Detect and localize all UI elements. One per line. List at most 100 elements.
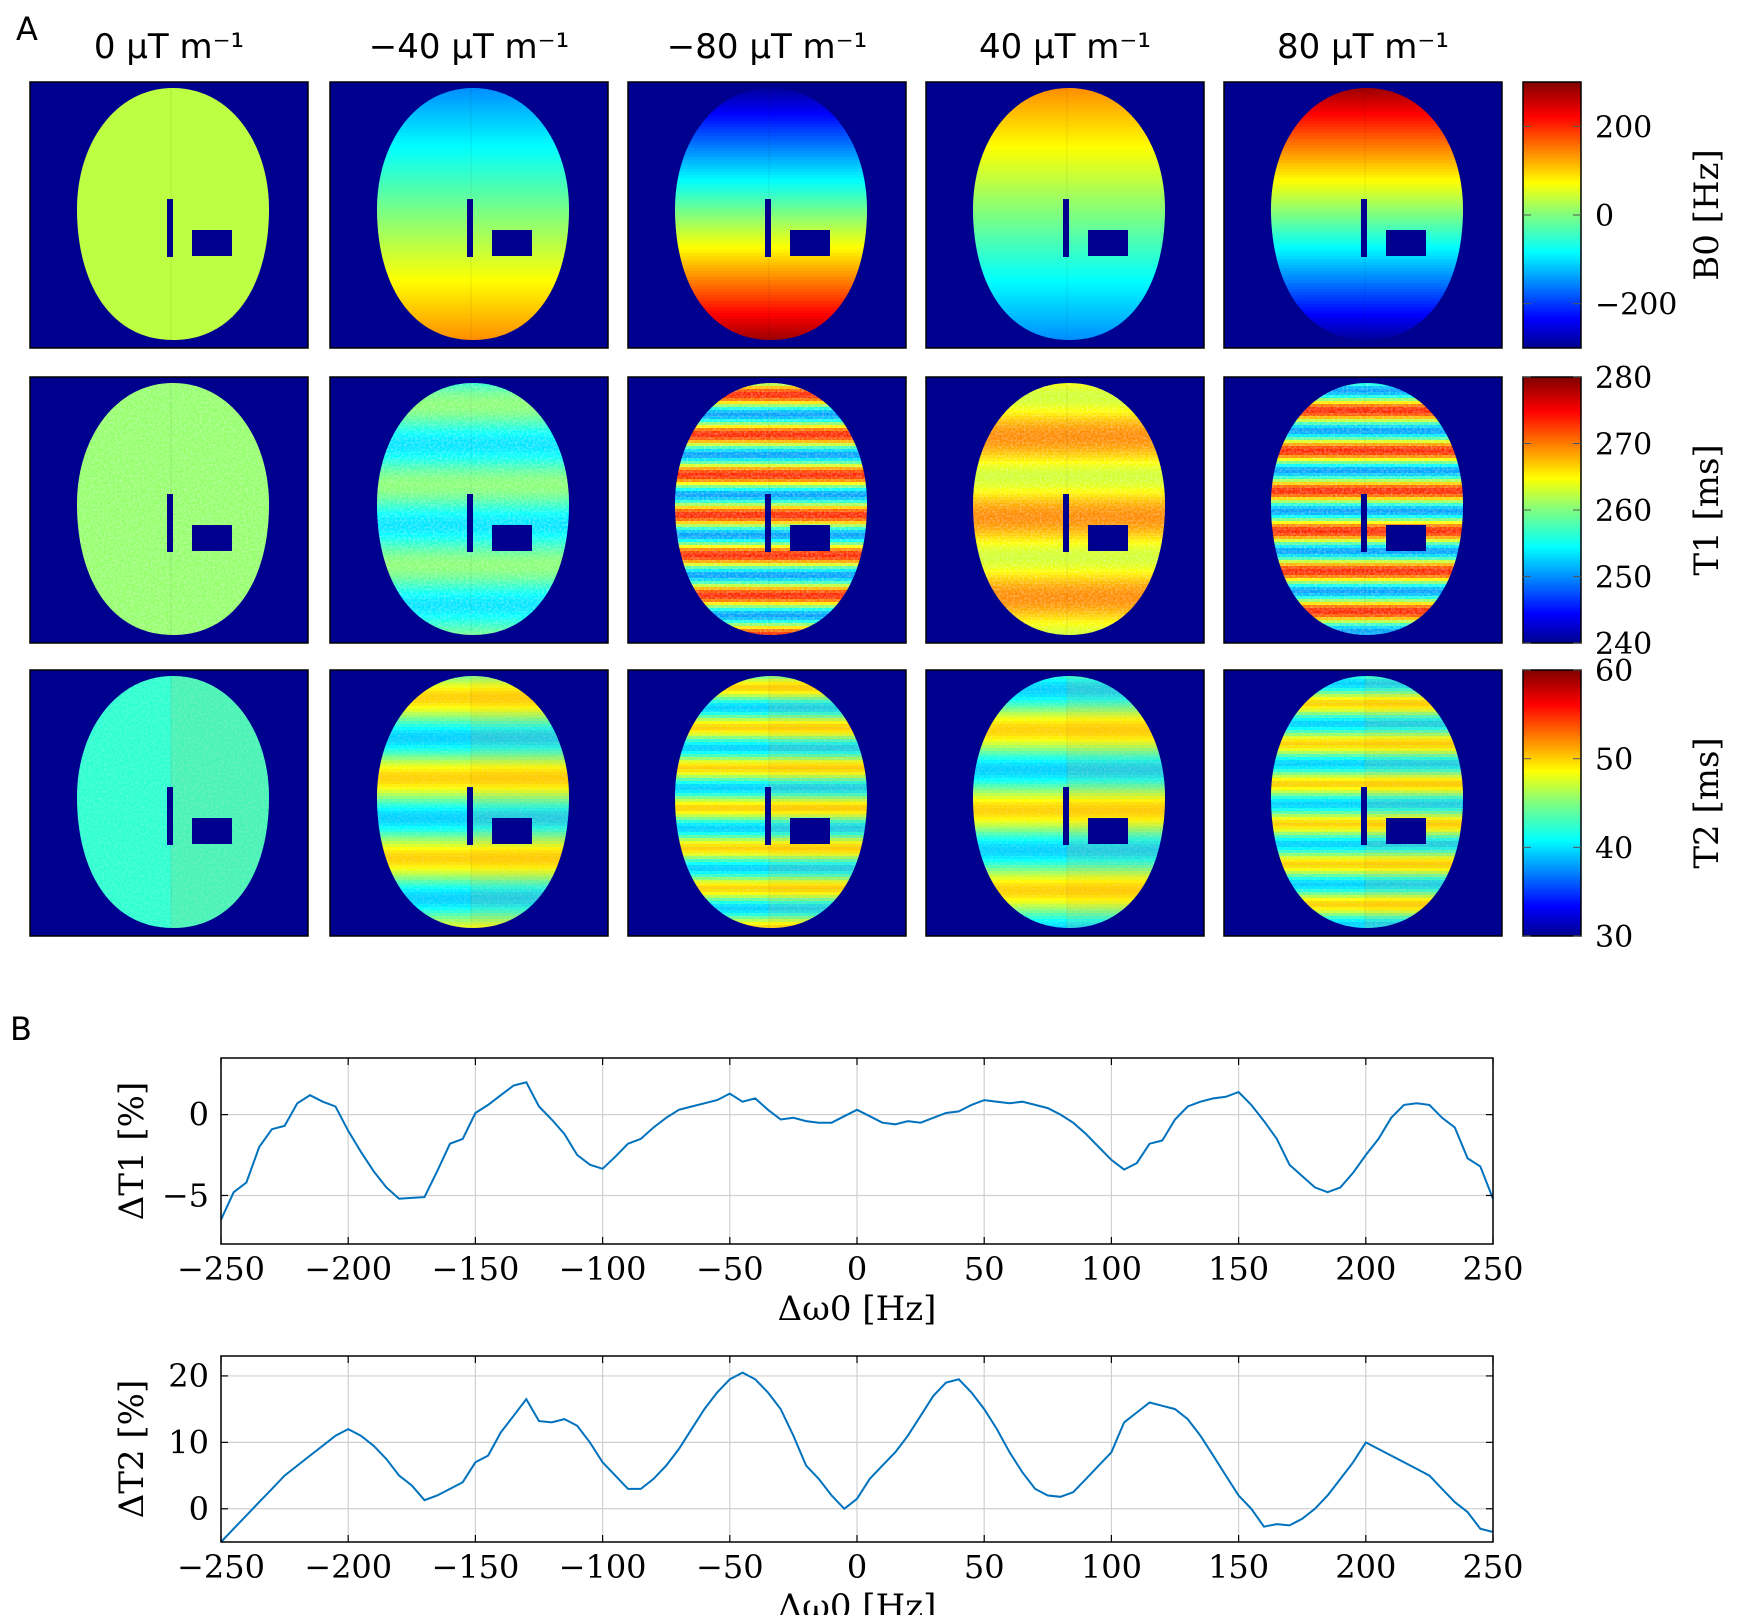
map-row-stripe [973,124,1165,128]
map-row-stripe [973,142,1165,146]
map-row-stripe [377,310,569,314]
vial-bar [1063,199,1069,257]
map-row-stripe [1271,94,1463,98]
map-row-stripe [77,166,269,170]
map-row-stripe [675,271,867,275]
map-row-stripe [377,154,569,158]
map-row-stripe [973,136,1165,140]
map-row-stripe [675,322,867,326]
map-row-stripe [77,151,269,155]
vial-bar [765,787,771,845]
map-row-stripe [77,121,269,125]
map-row-stripe [1271,154,1463,158]
map-row-stripe [77,142,269,146]
map-row-stripe [675,151,867,155]
x-tick-label: 50 [964,1250,1005,1288]
parameter-map-grid: 0 µT m⁻¹ −40 µT m⁻¹ −80 µT m⁻¹ 40 µT m⁻¹ 80 … [29,27,1503,937]
map-row-stripe [77,91,269,95]
colorbar-tick-label: 60 [1595,654,1633,689]
map-row-stripe [377,148,569,152]
map-row-stripe [675,274,867,278]
vial-hole [192,525,232,551]
colorbar-label: B0 [Hz] [1687,149,1727,281]
map-row-stripe [77,304,269,308]
map-row-stripe [77,103,269,107]
colorbar-gradient [1522,669,1582,937]
map-row-stripe [77,157,269,161]
map-row-stripe [377,286,569,290]
map-row-stripe [675,295,867,299]
map-row-stripe [675,310,867,314]
colorbar-label: T2 [ms] [1687,737,1727,868]
x-tick-label: −100 [559,1548,647,1586]
x-tick-label: −250 [177,1548,265,1586]
map-row-stripe [675,277,867,281]
map-row-stripe [1271,160,1463,164]
vial-hole [1088,230,1128,256]
map-row-stripe [675,145,867,149]
colorbar-tick-label: 0 [1595,199,1614,234]
map-t2-col-4 [1223,669,1503,937]
map-row-stripe [377,328,569,332]
x-tick-label: −50 [696,1548,764,1586]
colorbar-tick-label: 50 [1595,743,1633,778]
map-row-stripe [973,145,1165,149]
map-row-stripe [1271,166,1463,170]
map-row-stripe [675,130,867,134]
map-row-stripe [77,136,269,140]
column-header: 40 µT m⁻¹ [979,27,1151,67]
map-row-stripe [675,172,867,176]
colorbar-tick-label: 30 [1595,920,1633,955]
map-row-stripe [973,130,1165,134]
map-row-stripe [675,259,867,263]
vial-bar [1361,787,1367,845]
map-row-stripe [77,106,269,110]
map-row-stripe [377,262,569,266]
map-row-stripe [377,106,569,110]
head-fill [675,383,867,635]
map-row-stripe [973,316,1165,320]
map-row-stripe [377,301,569,305]
colorbar-tick-label: 200 [1595,110,1652,145]
vial-hole [1386,525,1426,551]
map-row-stripe [675,142,867,146]
map-row-stripe [675,148,867,152]
map-row-stripe [377,127,569,131]
map-row-stripe [77,316,269,320]
map-row-stripe [77,322,269,326]
map-row-stripe [973,118,1165,122]
map-row-stripe [377,277,569,281]
map-row-stripe [675,163,867,167]
colorbar-t2: 60 50 40 30 T2 [ms] [1522,654,1727,955]
map-row-stripe [675,307,867,311]
map-row-stripe [77,118,269,122]
map-row-stripe [973,163,1165,167]
map-row-stripe [675,190,867,194]
x-axis-label: Δω0 [Hz] [778,1587,937,1615]
map-row-stripe [973,184,1165,188]
map-row-stripe [377,151,569,155]
map-row-stripe [1271,307,1463,311]
map-t2-col-1 [329,669,609,937]
map-row-stripe [973,259,1165,263]
map-row-stripe [675,193,867,197]
map-row-stripe [377,88,569,92]
map-row-stripe [377,118,569,122]
colorbar-tick-label: 250 [1595,561,1652,596]
map-row-stripe [1271,139,1463,143]
map-row-stripe [377,163,569,167]
map-row-stripe [1271,259,1463,263]
map-row-stripe [1271,118,1463,122]
colorbar-gradient [1522,376,1582,644]
map-row-stripe [377,97,569,101]
map-row-stripe [675,103,867,107]
map-row-stripe [675,121,867,125]
map-row-stripe [675,166,867,170]
map-row-stripe [675,109,867,113]
map-row-stripe [77,148,269,152]
panel-a-label: A [16,10,38,48]
delta-t1-plot: −250 −200 −150 −100 −50 0 50 100 150 200 250 0 −5 Δω0… [112,1057,1524,1329]
x-tick-label: 100 [1081,1548,1142,1586]
map-row-stripe [675,280,867,284]
map-row-stripe [377,100,569,104]
